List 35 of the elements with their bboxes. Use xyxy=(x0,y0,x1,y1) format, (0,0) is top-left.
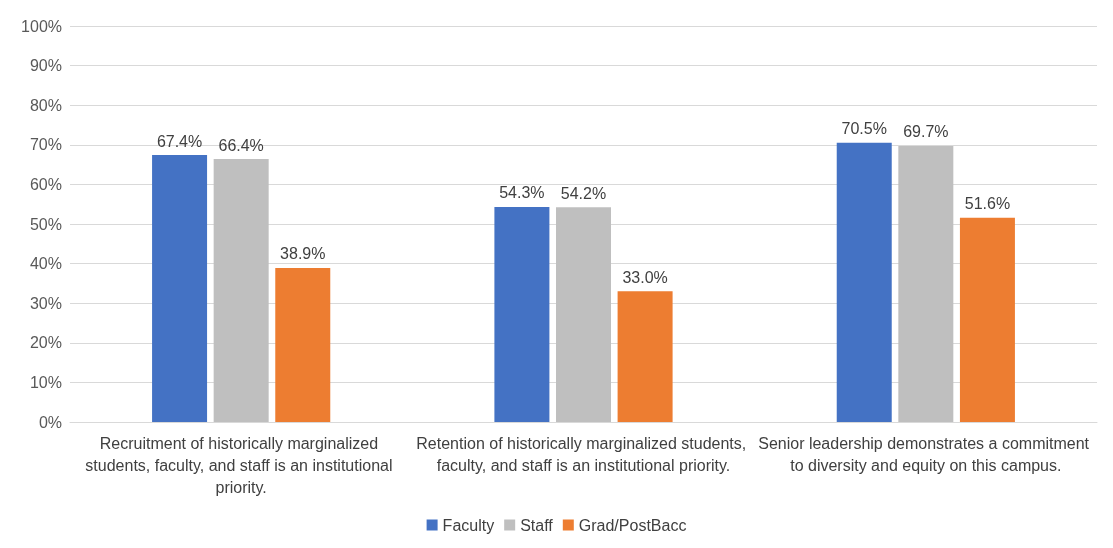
data-label: 70.5% xyxy=(841,120,887,138)
data-label: 51.6% xyxy=(964,195,1011,213)
legend-label: Staff xyxy=(520,516,554,534)
legend-label: Grad/PostBacc xyxy=(578,516,687,534)
data-label: 67.4% xyxy=(156,132,203,150)
data-label: 54.2% xyxy=(560,184,607,202)
bar xyxy=(556,207,611,422)
y-tick-label: 100% xyxy=(21,17,62,35)
y-tick-label: 60% xyxy=(29,175,62,193)
data-label: 69.7% xyxy=(903,123,949,141)
bar xyxy=(617,291,673,422)
y-tick-label: 70% xyxy=(29,136,62,154)
data-label: 66.4% xyxy=(218,136,264,154)
data-label: 33.0% xyxy=(622,268,668,286)
y-tick-label: 0% xyxy=(38,413,62,431)
y-tick-label: 10% xyxy=(29,373,62,391)
x-tick-label: Recruitment of historically marginalized students, faculty, and staff is an institutional priority. xyxy=(85,434,397,496)
y-tick-label: 20% xyxy=(29,334,62,352)
data-label: 38.9% xyxy=(280,245,326,263)
bar xyxy=(898,145,954,422)
legend-label: Faculty xyxy=(442,516,495,534)
bar xyxy=(959,217,1015,422)
bar xyxy=(213,159,269,422)
x-tick-label: Senior leadership demonstrates a commitment to diversity and equity on this campus. xyxy=(758,434,1094,474)
y-tick-label: 30% xyxy=(29,294,62,312)
y-tick-label: 90% xyxy=(29,57,62,75)
y-tick-label: 50% xyxy=(29,215,62,233)
bar xyxy=(836,142,892,422)
bar xyxy=(494,206,550,422)
bar xyxy=(152,155,208,422)
y-tick-label: 80% xyxy=(29,96,62,114)
data-label: 54.3% xyxy=(499,184,545,202)
x-tick-label: Retention of historically marginalized students, faculty, and staff is an institutional priority. xyxy=(416,434,751,474)
y-tick-label: 40% xyxy=(29,255,62,273)
bar xyxy=(275,267,331,422)
